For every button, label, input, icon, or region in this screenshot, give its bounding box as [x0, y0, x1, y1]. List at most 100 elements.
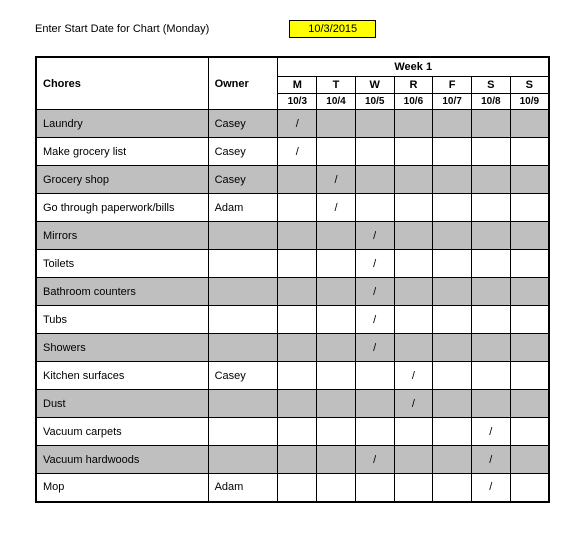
chore-cell[interactable]: Vacuum hardwoods [36, 446, 208, 474]
mark-cell[interactable] [317, 278, 356, 306]
mark-cell[interactable] [471, 306, 510, 334]
mark-cell[interactable]: / [471, 446, 510, 474]
mark-cell[interactable] [471, 278, 510, 306]
mark-cell[interactable] [278, 250, 317, 278]
chore-cell[interactable]: Go through paperwork/bills [36, 194, 208, 222]
mark-cell[interactable]: / [394, 390, 433, 418]
owner-cell[interactable] [208, 222, 278, 250]
chore-cell[interactable]: Dust [36, 390, 208, 418]
chore-cell[interactable]: Mop [36, 474, 208, 502]
start-date-input[interactable]: 10/3/2015 [289, 20, 376, 38]
mark-cell[interactable] [394, 166, 433, 194]
mark-cell[interactable] [394, 418, 433, 446]
mark-cell[interactable] [355, 418, 394, 446]
mark-cell[interactable] [471, 138, 510, 166]
mark-cell[interactable] [355, 474, 394, 502]
owner-cell[interactable]: Casey [208, 138, 278, 166]
chore-cell[interactable]: Grocery shop [36, 166, 208, 194]
mark-cell[interactable] [510, 110, 549, 138]
owner-cell[interactable]: Adam [208, 474, 278, 502]
mark-cell[interactable] [510, 222, 549, 250]
mark-cell[interactable] [510, 334, 549, 362]
owner-cell[interactable] [208, 278, 278, 306]
mark-cell[interactable] [471, 222, 510, 250]
mark-cell[interactable] [510, 138, 549, 166]
mark-cell[interactable] [510, 194, 549, 222]
mark-cell[interactable] [433, 418, 472, 446]
mark-cell[interactable] [317, 390, 356, 418]
mark-cell[interactable] [433, 362, 472, 390]
mark-cell[interactable] [317, 110, 356, 138]
mark-cell[interactable]: / [317, 166, 356, 194]
mark-cell[interactable] [394, 278, 433, 306]
mark-cell[interactable] [471, 250, 510, 278]
mark-cell[interactable] [433, 278, 472, 306]
mark-cell[interactable] [317, 222, 356, 250]
mark-cell[interactable] [278, 278, 317, 306]
mark-cell[interactable] [433, 250, 472, 278]
owner-cell[interactable]: Adam [208, 194, 278, 222]
chore-cell[interactable]: Toilets [36, 250, 208, 278]
mark-cell[interactable] [510, 362, 549, 390]
owner-cell[interactable] [208, 306, 278, 334]
mark-cell[interactable] [394, 446, 433, 474]
mark-cell[interactable] [278, 194, 317, 222]
mark-cell[interactable] [394, 306, 433, 334]
owner-cell[interactable] [208, 446, 278, 474]
owner-cell[interactable] [208, 250, 278, 278]
owner-cell[interactable] [208, 418, 278, 446]
mark-cell[interactable] [278, 166, 317, 194]
chore-cell[interactable]: Bathroom counters [36, 278, 208, 306]
mark-cell[interactable]: / [355, 334, 394, 362]
mark-cell[interactable] [355, 166, 394, 194]
mark-cell[interactable] [394, 250, 433, 278]
mark-cell[interactable] [433, 474, 472, 502]
mark-cell[interactable] [278, 306, 317, 334]
mark-cell[interactable] [510, 250, 549, 278]
mark-cell[interactable] [510, 418, 549, 446]
mark-cell[interactable] [471, 110, 510, 138]
mark-cell[interactable] [510, 390, 549, 418]
mark-cell[interactable] [317, 334, 356, 362]
mark-cell[interactable] [471, 166, 510, 194]
owner-cell[interactable] [208, 390, 278, 418]
mark-cell[interactable]: / [355, 446, 394, 474]
mark-cell[interactable] [433, 222, 472, 250]
mark-cell[interactable] [317, 250, 356, 278]
mark-cell[interactable] [278, 222, 317, 250]
mark-cell[interactable] [433, 166, 472, 194]
mark-cell[interactable] [394, 138, 433, 166]
mark-cell[interactable] [394, 110, 433, 138]
mark-cell[interactable] [355, 362, 394, 390]
owner-cell[interactable]: Casey [208, 166, 278, 194]
mark-cell[interactable] [510, 166, 549, 194]
mark-cell[interactable]: / [471, 474, 510, 502]
mark-cell[interactable] [278, 446, 317, 474]
owner-cell[interactable] [208, 334, 278, 362]
mark-cell[interactable] [471, 194, 510, 222]
mark-cell[interactable] [317, 306, 356, 334]
mark-cell[interactable] [433, 194, 472, 222]
mark-cell[interactable] [278, 334, 317, 362]
mark-cell[interactable] [433, 390, 472, 418]
mark-cell[interactable] [355, 138, 394, 166]
chore-cell[interactable]: Make grocery list [36, 138, 208, 166]
mark-cell[interactable]: / [355, 222, 394, 250]
mark-cell[interactable]: / [355, 278, 394, 306]
mark-cell[interactable] [433, 306, 472, 334]
mark-cell[interactable] [510, 474, 549, 502]
mark-cell[interactable] [394, 474, 433, 502]
chore-cell[interactable]: Kitchen surfaces [36, 362, 208, 390]
mark-cell[interactable] [355, 390, 394, 418]
chore-cell[interactable]: Laundry [36, 110, 208, 138]
mark-cell[interactable] [394, 334, 433, 362]
mark-cell[interactable] [394, 222, 433, 250]
owner-cell[interactable]: Casey [208, 362, 278, 390]
chore-cell[interactable]: Tubs [36, 306, 208, 334]
mark-cell[interactable] [278, 474, 317, 502]
mark-cell[interactable]: / [317, 194, 356, 222]
chore-cell[interactable]: Vacuum carpets [36, 418, 208, 446]
mark-cell[interactable]: / [355, 250, 394, 278]
mark-cell[interactable] [317, 474, 356, 502]
mark-cell[interactable] [471, 362, 510, 390]
